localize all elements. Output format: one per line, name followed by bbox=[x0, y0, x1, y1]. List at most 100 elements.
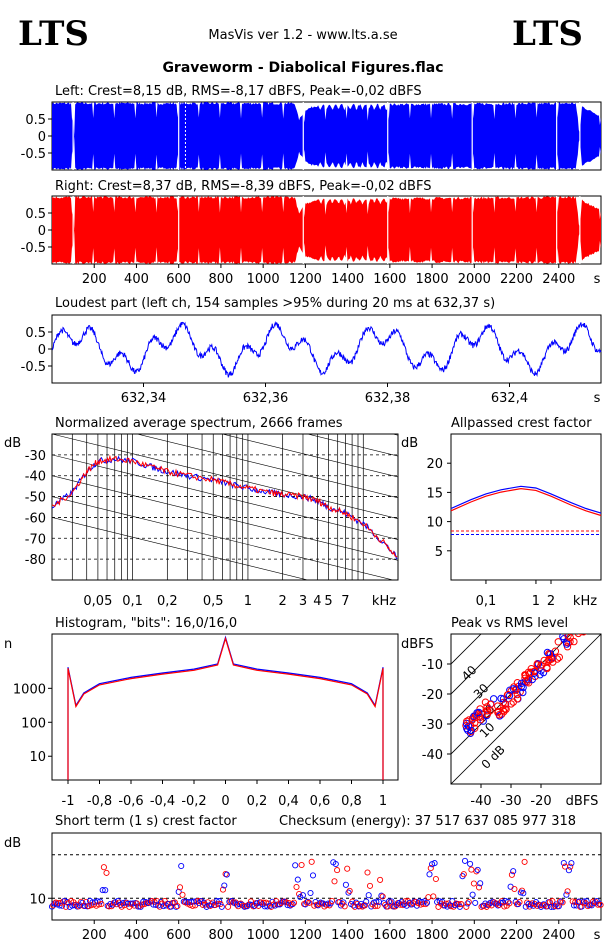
x-tick-label: 2000 bbox=[458, 928, 491, 943]
crest-point bbox=[213, 898, 220, 905]
scatter-point bbox=[490, 695, 498, 703]
crest-point bbox=[154, 898, 161, 905]
scatter-point bbox=[581, 613, 587, 619]
x-tick-label: 200 bbox=[82, 272, 107, 287]
crest-point bbox=[299, 892, 306, 899]
slope-line bbox=[52, 496, 395, 580]
y-tick-label: -0.5 bbox=[21, 360, 46, 375]
slope-line bbox=[52, 330, 398, 415]
crest-point bbox=[298, 861, 305, 869]
x-tick-label: 2 bbox=[279, 594, 287, 609]
x-tick-label: -30 bbox=[500, 794, 521, 809]
crest-point bbox=[334, 867, 341, 874]
crest-point bbox=[341, 903, 348, 910]
x-unit-label: kHz bbox=[573, 594, 597, 609]
crest-point bbox=[102, 887, 109, 894]
scatter-point bbox=[566, 634, 574, 642]
crest-point bbox=[477, 880, 484, 887]
crest-point bbox=[460, 871, 467, 878]
crest-point bbox=[498, 898, 505, 905]
crest-point bbox=[568, 860, 575, 867]
crest-point bbox=[385, 898, 393, 905]
crest-point bbox=[596, 900, 603, 907]
y-tick-label: -50 bbox=[25, 491, 46, 506]
crest-point bbox=[263, 899, 270, 906]
crest-point bbox=[402, 898, 409, 905]
crest-point bbox=[283, 899, 290, 906]
crest-point bbox=[581, 898, 588, 905]
right-title: Right: Crest=8,37 dB, RMS=-8,39 dBFS, Pe… bbox=[55, 179, 431, 194]
crest-point bbox=[364, 869, 371, 876]
crest-point bbox=[589, 898, 597, 905]
crest-point bbox=[344, 865, 351, 872]
scatter-point bbox=[537, 661, 545, 669]
spectrum-chart: -30 -40 -50 -60 -70 -80 0,05 0,1 0,2 0,5 1 2 3 4 5 7 kHz bbox=[25, 330, 399, 609]
spectrum-title: Normalized average spectrum, 2666 frames bbox=[55, 416, 343, 431]
crest-point bbox=[506, 900, 513, 907]
scatter-point bbox=[519, 683, 527, 692]
x-tick-label: 1 bbox=[244, 594, 252, 609]
x-tick-label: 2200 bbox=[500, 272, 533, 287]
y-tick-label: 5 bbox=[435, 545, 443, 560]
left-title: Left: Crest=8,15 dB, RMS=-8,17 dBFS, Pea… bbox=[55, 84, 422, 99]
crest-point bbox=[316, 900, 323, 907]
y-tick-label: -40 bbox=[25, 470, 46, 485]
crest-point bbox=[309, 872, 317, 879]
scatter-point bbox=[481, 698, 490, 706]
crest-diagonals bbox=[451, 634, 601, 784]
crest-point bbox=[467, 860, 474, 867]
y-tick-label: 0 bbox=[38, 224, 46, 239]
crest-point bbox=[51, 900, 58, 907]
crest-point bbox=[373, 898, 380, 905]
pvr-title: Peak vs RMS level bbox=[451, 616, 568, 631]
stc-plot-frame bbox=[51, 832, 602, 921]
y-tick-label: 0.5 bbox=[25, 113, 46, 128]
scatter-point bbox=[468, 716, 476, 724]
crest-point bbox=[397, 901, 404, 908]
crest-point bbox=[431, 860, 438, 867]
x-unit-label: s bbox=[594, 928, 601, 943]
scatter-point bbox=[580, 634, 587, 636]
x-tick-label: 1000 bbox=[247, 272, 280, 287]
crest-point bbox=[475, 884, 483, 891]
histogram-left-series bbox=[67, 635, 384, 780]
x-tick-label: 200 bbox=[82, 928, 107, 943]
crest-right-series bbox=[450, 487, 602, 517]
x-tick-label: 1200 bbox=[289, 272, 322, 287]
slope-line bbox=[52, 475, 398, 561]
crest-point bbox=[189, 902, 196, 909]
crest-point bbox=[469, 891, 476, 898]
scatter-point bbox=[467, 726, 475, 735]
scatter-point bbox=[547, 655, 556, 663]
spectrum-ylabel: dB bbox=[4, 436, 21, 451]
crest-point bbox=[521, 858, 528, 865]
crest-point bbox=[442, 900, 450, 907]
crest-point bbox=[567, 863, 574, 870]
histogram-plot-frame bbox=[51, 633, 399, 781]
loudest-waveform bbox=[51, 320, 602, 378]
crest-point bbox=[304, 898, 311, 905]
crest-point bbox=[174, 903, 181, 910]
x-tick-label: 0,6 bbox=[310, 794, 331, 809]
crest-point bbox=[594, 901, 602, 908]
scatter-point bbox=[528, 675, 536, 684]
x-tick-label: -40 bbox=[470, 794, 491, 809]
lts-logo-left: LTS bbox=[18, 14, 89, 54]
scatter-point bbox=[507, 700, 515, 708]
y-tick-label: -80 bbox=[25, 553, 46, 568]
x-tick-label: 632,36 bbox=[243, 391, 289, 406]
crest-point bbox=[323, 901, 330, 909]
crest-point bbox=[377, 876, 384, 883]
diagonal-label: 40 bbox=[459, 663, 480, 684]
crest-point bbox=[214, 900, 222, 907]
x-unit-label: kHz bbox=[372, 594, 396, 609]
y-tick-label: 10 bbox=[29, 750, 46, 765]
crest-point bbox=[290, 899, 298, 906]
x-tick-label: -0,6 bbox=[118, 794, 143, 809]
x-tick-label: 0,05 bbox=[83, 594, 112, 609]
crest-plot-frame bbox=[450, 433, 602, 581]
crest-point bbox=[551, 902, 559, 910]
scatter-point bbox=[545, 655, 553, 664]
crest-point bbox=[332, 860, 339, 868]
